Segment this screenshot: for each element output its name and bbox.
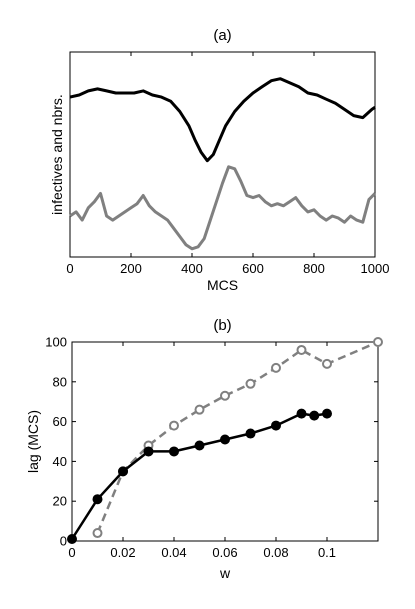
series-2-point [322, 358, 332, 369]
series-2-point [169, 420, 179, 431]
series-2-point [296, 344, 307, 355]
x-tick-label: 600 [242, 261, 264, 276]
x-tick-label: 0.06 [212, 545, 237, 560]
series-line-2 [69, 165, 377, 251]
panel-a-xlabel: MCS [207, 277, 238, 293]
series-1-point [194, 440, 205, 451]
x-tick-label: 200 [120, 261, 142, 276]
x-tick-label: 0.02 [110, 545, 135, 560]
series-1-point [322, 408, 332, 419]
panel-a-series [69, 77, 377, 251]
panel-b-x-ticks: 0 0.02 0.04 0.06 0.08 0.1 [68, 342, 336, 560]
x-tick-label: 400 [181, 261, 203, 276]
y-tick-label: 100 [45, 335, 67, 350]
y-tick-label: 0 [60, 534, 67, 549]
y-tick-label: 40 [53, 454, 67, 469]
series-line-1 [69, 77, 376, 163]
series-1-point [271, 420, 281, 431]
panel-b-title: (b) [213, 317, 231, 334]
series-1-point [245, 428, 256, 439]
x-tick-label: 0.08 [263, 545, 288, 560]
panel-b-xlabel: w [219, 565, 231, 581]
x-tick-label: 0 [66, 261, 73, 276]
series-2-point [194, 404, 205, 415]
panel-a-x-ticks: 0 200 400 600 800 1000 [66, 52, 389, 276]
series-1-point [143, 446, 154, 457]
panel-b-ylabel: lag (MCS) [25, 410, 41, 473]
series-1-point [220, 434, 230, 445]
series-2-point [92, 528, 103, 539]
panel-b-series [67, 337, 383, 545]
series-1-point [309, 410, 320, 421]
series-1-point [296, 408, 307, 419]
x-tick-label: 800 [303, 261, 325, 276]
x-tick-label: 0 [68, 545, 75, 560]
panel-a-ylabel: infectives and nbrs. [49, 94, 65, 215]
panel-a-plot-area [69, 51, 376, 258]
series-line-2 [96, 340, 379, 534]
series-2-point [373, 337, 383, 347]
series-1-point [67, 534, 77, 545]
series-2-point [220, 390, 230, 401]
panel-a-title: (a) [213, 27, 231, 44]
series-1-point [92, 494, 103, 505]
x-tick-label: 0.1 [318, 545, 336, 560]
series-2-point [245, 378, 256, 389]
panel-b-y-ticks: 0 20 40 60 80 100 [45, 335, 378, 549]
panel-a: (a) 0 200 400 600 800 1000 MCS infectives and… [49, 27, 389, 293]
y-tick-label: 80 [53, 374, 67, 389]
series-1-point [169, 446, 179, 457]
series-2-point [271, 362, 281, 373]
series-1-point [118, 466, 128, 477]
x-tick-label: 0.04 [161, 545, 186, 560]
y-tick-label: 60 [53, 414, 67, 429]
x-tick-label: 1000 [361, 261, 390, 276]
y-tick-label: 20 [53, 494, 67, 509]
